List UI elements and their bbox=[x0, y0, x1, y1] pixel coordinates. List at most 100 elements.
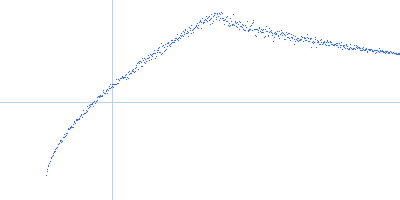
Point bbox=[184, 32, 190, 35]
Point bbox=[267, 29, 273, 32]
Point bbox=[120, 76, 127, 79]
Point bbox=[168, 39, 174, 42]
Point bbox=[202, 19, 209, 22]
Point bbox=[290, 34, 296, 37]
Point bbox=[108, 86, 114, 89]
Point bbox=[280, 31, 286, 34]
Point bbox=[118, 76, 124, 79]
Point bbox=[391, 51, 397, 54]
Point bbox=[282, 38, 288, 41]
Point bbox=[386, 51, 392, 54]
Point bbox=[75, 117, 81, 120]
Point bbox=[96, 94, 103, 97]
Point bbox=[361, 49, 367, 52]
Point bbox=[328, 42, 334, 46]
Point bbox=[153, 48, 160, 52]
Point bbox=[264, 30, 270, 33]
Point bbox=[332, 44, 339, 47]
Point bbox=[246, 29, 252, 32]
Point bbox=[218, 11, 224, 14]
Point bbox=[244, 20, 250, 23]
Point bbox=[186, 28, 193, 32]
Point bbox=[236, 28, 242, 31]
Point bbox=[233, 25, 240, 28]
Point bbox=[125, 70, 131, 74]
Point bbox=[358, 47, 365, 50]
Point bbox=[155, 48, 162, 52]
Point bbox=[178, 34, 184, 37]
Point bbox=[196, 19, 203, 22]
Point bbox=[188, 24, 194, 27]
Point bbox=[56, 142, 62, 145]
Point bbox=[152, 56, 158, 59]
Point bbox=[344, 46, 351, 49]
Point bbox=[357, 48, 364, 51]
Point bbox=[306, 36, 313, 40]
Point bbox=[374, 50, 381, 53]
Point bbox=[80, 109, 86, 112]
Point bbox=[144, 57, 151, 60]
Point bbox=[114, 81, 121, 85]
Point bbox=[49, 153, 56, 156]
Point bbox=[110, 83, 116, 86]
Point bbox=[342, 44, 349, 47]
Point bbox=[108, 84, 115, 87]
Point bbox=[329, 43, 335, 46]
Point bbox=[199, 16, 205, 20]
Point bbox=[382, 51, 388, 54]
Point bbox=[57, 140, 63, 143]
Point bbox=[104, 87, 111, 90]
Point bbox=[298, 34, 304, 38]
Point bbox=[90, 104, 96, 108]
Point bbox=[58, 140, 64, 143]
Point bbox=[392, 52, 398, 55]
Point bbox=[286, 37, 293, 40]
Point bbox=[235, 23, 241, 26]
Point bbox=[156, 51, 162, 54]
Point bbox=[242, 25, 249, 28]
Point bbox=[74, 118, 80, 121]
Point bbox=[148, 53, 154, 56]
Point bbox=[191, 26, 198, 29]
Point bbox=[92, 99, 99, 102]
Point bbox=[239, 26, 246, 29]
Point bbox=[126, 69, 132, 72]
Point bbox=[214, 11, 220, 14]
Point bbox=[163, 47, 169, 51]
Point bbox=[91, 99, 98, 103]
Point bbox=[219, 12, 225, 15]
Point bbox=[124, 75, 130, 78]
Point bbox=[221, 18, 227, 21]
Point bbox=[86, 102, 93, 105]
Point bbox=[58, 138, 64, 141]
Point bbox=[136, 61, 142, 64]
Point bbox=[320, 40, 327, 43]
Point bbox=[396, 52, 400, 55]
Point bbox=[203, 14, 209, 17]
Point bbox=[168, 42, 174, 45]
Point bbox=[308, 36, 314, 39]
Point bbox=[392, 51, 398, 54]
Point bbox=[261, 35, 267, 39]
Point bbox=[106, 84, 112, 88]
Point bbox=[226, 24, 232, 27]
Point bbox=[179, 34, 186, 38]
Point bbox=[92, 101, 98, 104]
Point bbox=[107, 83, 113, 86]
Point bbox=[338, 41, 345, 44]
Point bbox=[164, 42, 171, 45]
Point bbox=[99, 93, 105, 96]
Point bbox=[366, 48, 372, 51]
Point bbox=[237, 24, 244, 27]
Point bbox=[216, 18, 222, 21]
Point bbox=[324, 39, 330, 43]
Point bbox=[115, 78, 121, 81]
Point bbox=[330, 43, 336, 47]
Point bbox=[68, 125, 74, 128]
Point bbox=[74, 117, 80, 121]
Point bbox=[368, 49, 375, 53]
Point bbox=[59, 135, 66, 138]
Point bbox=[143, 59, 150, 63]
Point bbox=[130, 68, 137, 71]
Point bbox=[189, 27, 196, 30]
